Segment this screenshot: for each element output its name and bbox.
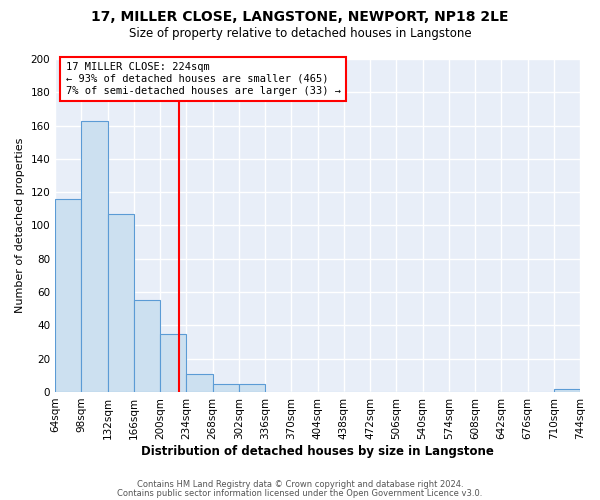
Bar [134,300,160,392]
Bar [187,374,212,392]
Bar [554,388,580,392]
Text: Contains public sector information licensed under the Open Government Licence v3: Contains public sector information licen… [118,490,482,498]
Text: Size of property relative to detached houses in Langstone: Size of property relative to detached ho… [128,28,472,40]
Text: 17, MILLER CLOSE, LANGSTONE, NEWPORT, NP18 2LE: 17, MILLER CLOSE, LANGSTONE, NEWPORT, NP… [91,10,509,24]
Bar [55,199,82,392]
Y-axis label: Number of detached properties: Number of detached properties [15,138,25,313]
Text: 17 MILLER CLOSE: 224sqm
← 93% of detached houses are smaller (465)
7% of semi-de: 17 MILLER CLOSE: 224sqm ← 93% of detache… [65,62,341,96]
Text: Contains HM Land Registry data © Crown copyright and database right 2024.: Contains HM Land Registry data © Crown c… [137,480,463,489]
Bar [239,384,265,392]
Bar [212,384,239,392]
X-axis label: Distribution of detached houses by size in Langstone: Distribution of detached houses by size … [141,444,494,458]
Bar [82,120,107,392]
Bar [160,334,187,392]
Bar [107,214,134,392]
